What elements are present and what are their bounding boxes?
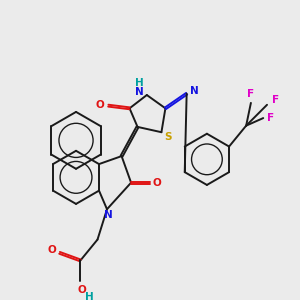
Text: N: N <box>135 87 144 97</box>
Text: S: S <box>164 132 172 142</box>
Text: N: N <box>190 86 199 96</box>
Text: N: N <box>103 210 112 220</box>
Text: O: O <box>77 285 86 295</box>
Text: F: F <box>272 95 279 105</box>
Text: F: F <box>267 113 274 123</box>
Text: O: O <box>48 245 56 255</box>
Text: O: O <box>95 100 104 110</box>
Text: H: H <box>85 292 93 300</box>
Text: O: O <box>153 178 162 188</box>
Text: F: F <box>247 89 254 99</box>
Text: H: H <box>135 78 144 88</box>
